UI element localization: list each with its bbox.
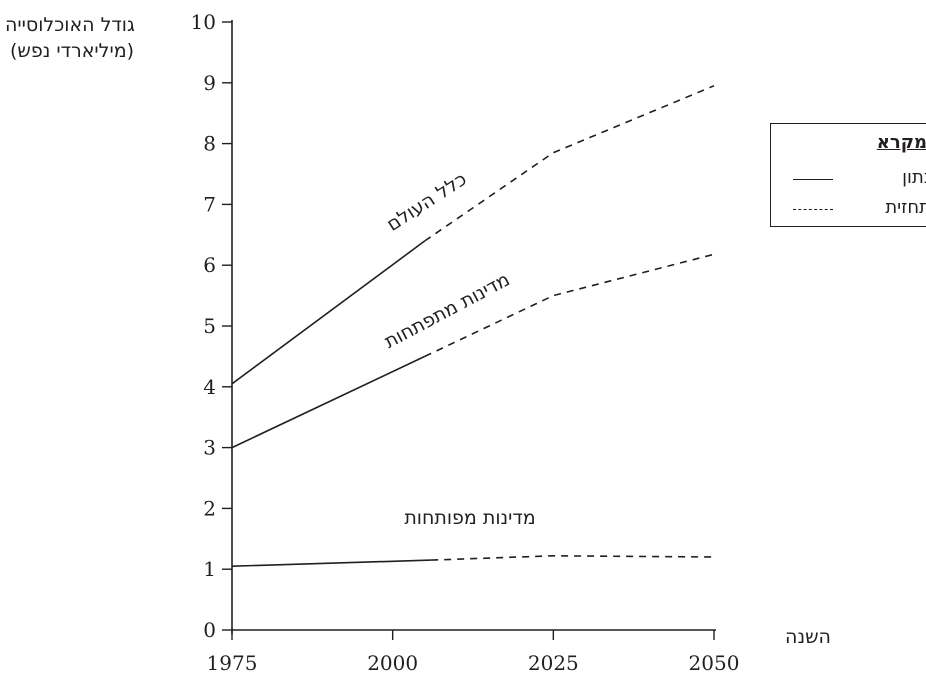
y-tick-label: 4 bbox=[203, 375, 216, 399]
x-tick-label: 1975 bbox=[207, 651, 258, 675]
legend-swatch-dashed bbox=[793, 209, 833, 210]
series-labels: כלל העולם מדינות מתפתחות מדינות מפותחות bbox=[381, 168, 536, 529]
y-tick-label: 8 bbox=[203, 132, 216, 156]
series-projection-line bbox=[424, 85, 715, 242]
y-tick-label: 3 bbox=[203, 436, 216, 460]
series-label: מדינות מתפתחות bbox=[381, 268, 514, 353]
y-tick-label: 2 bbox=[203, 496, 216, 520]
series-label: מדינות מפותחות bbox=[404, 507, 535, 529]
legend-title: מקרא bbox=[876, 132, 926, 153]
x-tick-label: 2000 bbox=[367, 651, 418, 675]
legend-swatch-solid bbox=[793, 179, 833, 180]
x-axis-label: השנה bbox=[785, 626, 831, 648]
y-tick-label: 1 bbox=[203, 557, 216, 581]
series-projection-line bbox=[431, 554, 715, 561]
axes: 0 1 2 3 4 5 6 7 8 9 10 1975 2000 2025 2050 השנה bbox=[191, 10, 831, 675]
y-tick-label: 5 bbox=[203, 314, 216, 338]
series-actual-line bbox=[231, 559, 432, 567]
series-actual-line bbox=[231, 355, 426, 449]
legend-item-projection: תחזית bbox=[885, 197, 926, 218]
y-tick-label: 10 bbox=[191, 10, 216, 34]
series-label: כלל העולם bbox=[383, 168, 471, 236]
x-tick-label: 2025 bbox=[528, 651, 579, 675]
series-layer bbox=[231, 85, 715, 567]
y-tick-label: 0 bbox=[203, 618, 216, 642]
y-tick-label: 6 bbox=[203, 253, 216, 277]
series-actual-line bbox=[231, 240, 426, 385]
y-axis-unit: (מיליארדי נפש) bbox=[10, 40, 135, 62]
legend-item-actual: נתון bbox=[902, 167, 926, 188]
series-projection-line bbox=[424, 253, 715, 358]
y-axis-label: גודל האוכלוסייה bbox=[5, 14, 135, 36]
y-tick-label: 9 bbox=[203, 71, 216, 95]
legend: מקרא : נתון תחזית bbox=[770, 123, 926, 227]
y-tick-label: 7 bbox=[203, 192, 216, 216]
x-tick-label: 2050 bbox=[689, 651, 740, 675]
